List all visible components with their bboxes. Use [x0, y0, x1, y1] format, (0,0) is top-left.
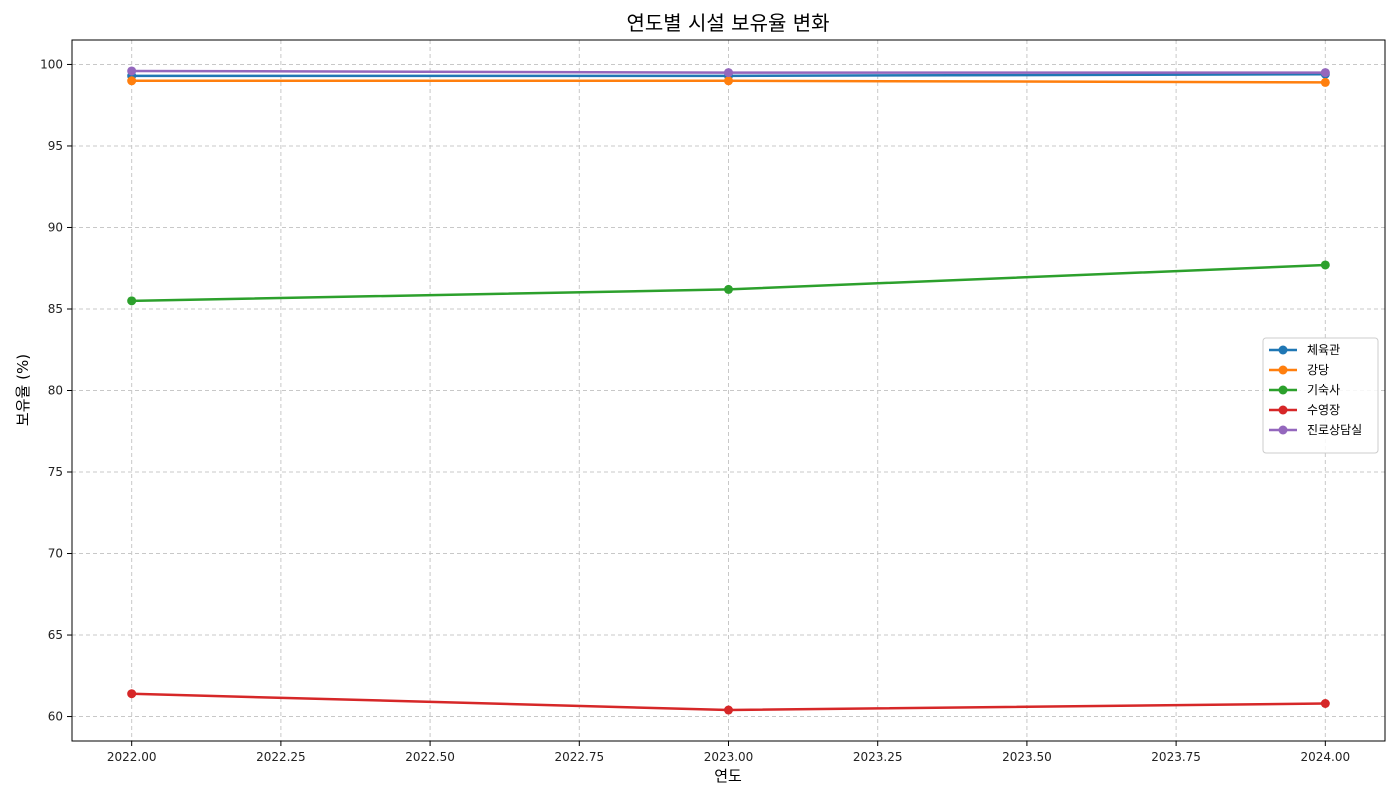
y-tick-label: 100 [40, 57, 63, 71]
chart-title: 연도별 시설 보유율 변화 [626, 11, 829, 35]
legend-label: 수영장 [1307, 403, 1340, 417]
legend-swatch-marker [1278, 425, 1288, 435]
y-tick-label: 65 [48, 628, 63, 642]
data-point [724, 76, 733, 86]
legend-label: 강당 [1307, 363, 1329, 377]
y-axis-label: 보유율 (%) [14, 354, 32, 426]
legend-label: 진로상담실 [1307, 423, 1362, 437]
x-tick-label: 2023.00 [704, 750, 754, 764]
legend-swatch-marker [1278, 405, 1288, 415]
x-tick-label: 2024.00 [1301, 750, 1351, 764]
data-point [127, 689, 137, 699]
x-tick-label: 2022.00 [107, 750, 157, 764]
data-point [127, 66, 137, 76]
data-point [127, 296, 137, 306]
x-axis-label: 연도 [714, 767, 742, 785]
data-point [724, 705, 733, 715]
legend-label: 체육관 [1307, 343, 1340, 357]
legend-swatch-marker [1278, 385, 1288, 395]
data-point [724, 284, 733, 294]
x-tick-label: 2023.75 [1151, 750, 1201, 764]
y-tick-label: 85 [48, 302, 63, 316]
data-point [724, 68, 733, 78]
legend-swatch-marker [1278, 365, 1288, 375]
data-point [127, 76, 137, 86]
legend-label: 기숙사 [1307, 383, 1340, 397]
tick-marks-and-labels: 2022.00 2022.25 2022.50 2022.75 2023.00 2023.… [40, 57, 1350, 764]
grid-lines [72, 40, 1385, 741]
x-tick-label: 2023.50 [1002, 750, 1052, 764]
data-point [1320, 699, 1330, 709]
x-tick-label: 2022.25 [256, 750, 306, 764]
x-tick-label: 2022.75 [554, 750, 604, 764]
y-tick-label: 75 [48, 465, 63, 479]
series-layer [127, 66, 1330, 715]
y-tick-label: 95 [48, 139, 63, 153]
x-tick-label: 2023.25 [853, 750, 903, 764]
data-point [1320, 68, 1330, 78]
y-tick-label: 70 [48, 547, 63, 561]
y-tick-label: 80 [48, 384, 63, 398]
y-tick-label: 90 [48, 220, 63, 234]
legend-box [1262, 337, 1379, 454]
data-point [1320, 77, 1330, 87]
x-tick-label: 2022.50 [405, 750, 455, 764]
legend-swatch-marker [1278, 345, 1288, 355]
data-point [1320, 260, 1330, 270]
y-tick-label: 60 [48, 710, 63, 724]
